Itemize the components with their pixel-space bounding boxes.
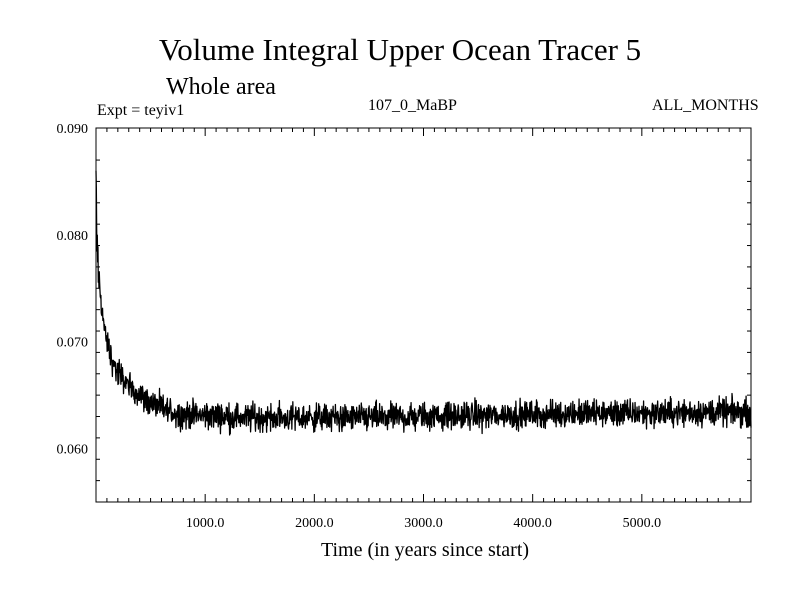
x-tick-label: 4000.0 bbox=[513, 516, 552, 531]
axis-ticks bbox=[96, 128, 751, 502]
y-tick-label: 0.080 bbox=[57, 229, 89, 244]
y-tick-label: 0.060 bbox=[57, 443, 89, 458]
x-axis-label: Time (in years since start) bbox=[321, 539, 529, 561]
chart-title: Volume Integral Upper Ocean Tracer 5 bbox=[158, 32, 642, 67]
x-tick-label: 3000.0 bbox=[404, 516, 443, 531]
axis-tick-labels: 1000.0 2000.0 3000.0 4000.0 5000.0 0.060 0.070… bbox=[57, 122, 662, 531]
x-tick-label: 1000.0 bbox=[186, 516, 225, 531]
y-tick-label: 0.090 bbox=[57, 122, 89, 137]
chart-subtitle: Whole area bbox=[166, 74, 276, 100]
period-label: 107_0_MaBP bbox=[368, 97, 457, 114]
months-label: ALL_MONTHS bbox=[652, 97, 759, 114]
x-tick-label: 5000.0 bbox=[623, 516, 662, 531]
x-tick-label: 2000.0 bbox=[295, 516, 334, 531]
y-tick-label: 0.070 bbox=[57, 336, 89, 351]
plot-frame bbox=[95, 127, 752, 503]
experiment-label: Expt = teyiv1 bbox=[97, 102, 185, 119]
series-line bbox=[95, 170, 752, 436]
